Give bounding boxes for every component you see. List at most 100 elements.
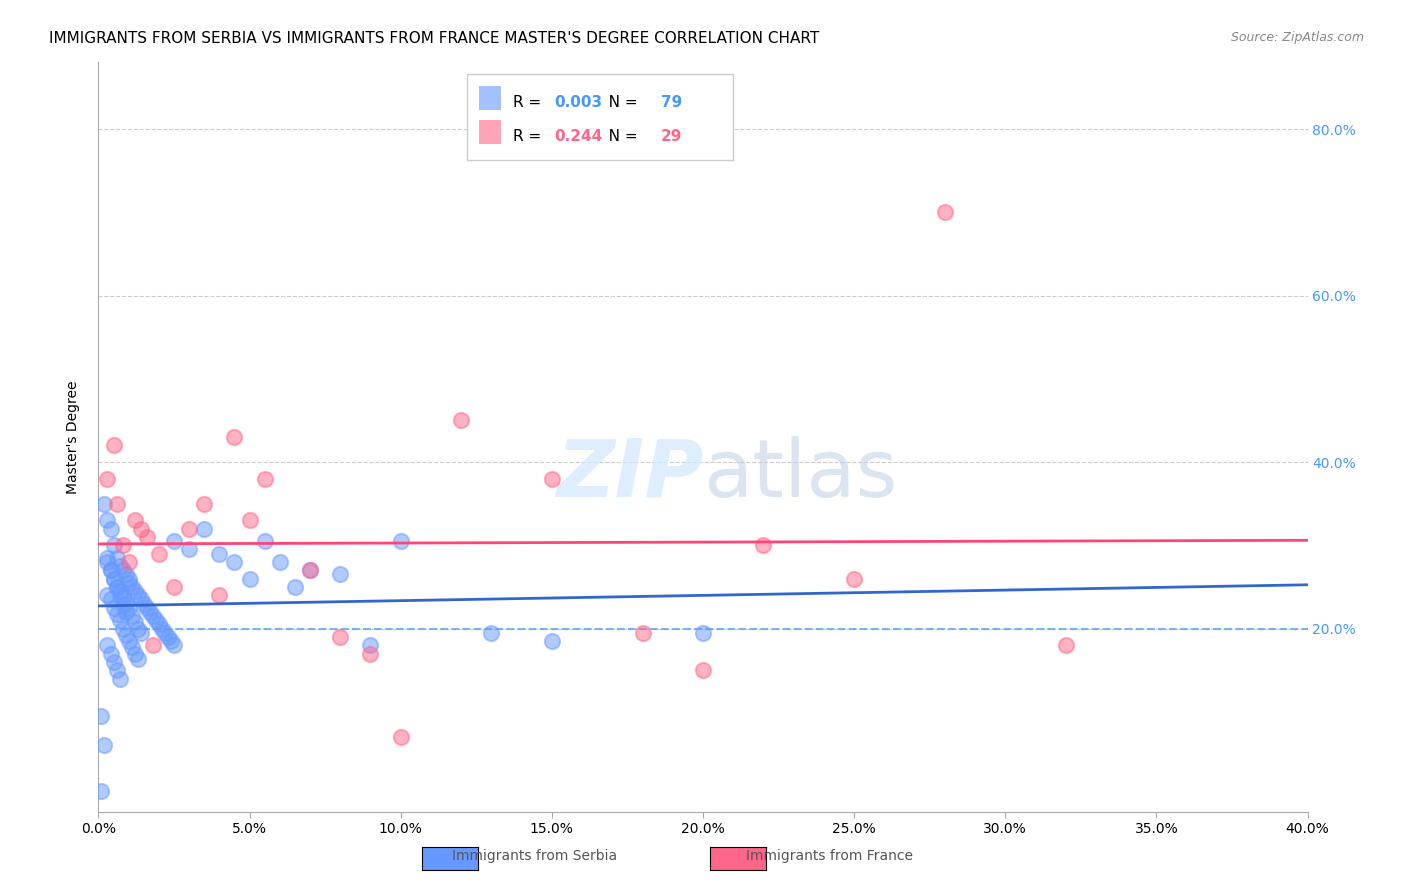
Immigrants from Serbia [114, 597, 136, 611]
Legend:  [637, 93, 648, 104]
Bar [479, 120, 501, 145]
Immigrants from Serbia [150, 622, 173, 636]
Immigrants from Serbia [208, 547, 231, 561]
Text: Immigrants from France: Immigrants from France [747, 849, 912, 863]
Text: R =: R = [513, 95, 547, 110]
Immigrants from Serbia [100, 563, 122, 577]
Immigrants from Serbia [135, 600, 157, 615]
Immigrants from Serbia [124, 584, 146, 599]
Immigrants from France [142, 638, 165, 652]
Immigrants from Serbia [284, 580, 307, 594]
Immigrants from Serbia [153, 625, 176, 640]
Immigrants from France [239, 513, 262, 527]
Immigrants from Serbia [127, 652, 149, 666]
Immigrants from France [179, 522, 201, 536]
Immigrants from Serbia [540, 634, 562, 648]
Immigrants from Serbia [96, 588, 118, 602]
Immigrants from Serbia [103, 538, 125, 552]
Text: 79: 79 [661, 95, 682, 110]
Immigrants from Serbia [329, 567, 352, 582]
Immigrants from Serbia [224, 555, 246, 569]
Immigrants from Serbia [481, 625, 503, 640]
Immigrants from Serbia [105, 663, 128, 677]
Immigrants from Serbia [163, 534, 186, 549]
Immigrants from Serbia [114, 605, 136, 619]
Immigrants from Serbia [692, 625, 714, 640]
Y-axis label: Master's Degree: Master's Degree [66, 380, 80, 494]
Text: N =: N = [595, 95, 643, 110]
Immigrants from Serbia [96, 638, 118, 652]
Immigrants from France [163, 580, 186, 594]
Immigrants from France [135, 530, 157, 544]
Immigrants from France [934, 205, 956, 219]
Immigrants from France [118, 555, 141, 569]
Immigrants from France [450, 413, 472, 427]
Immigrants from France [299, 563, 322, 577]
Immigrants from France [752, 538, 775, 552]
Immigrants from France [329, 630, 352, 644]
Immigrants from Serbia [139, 605, 162, 619]
Immigrants from Serbia [111, 597, 134, 611]
Immigrants from Serbia [299, 563, 322, 577]
Immigrants from Serbia [96, 555, 118, 569]
Immigrants from Serbia [103, 655, 125, 669]
Immigrants from Serbia [93, 497, 115, 511]
Immigrants from France [208, 588, 231, 602]
Text: ZIP: ZIP [555, 435, 703, 514]
Immigrants from Serbia [118, 600, 141, 615]
Immigrants from Serbia [105, 607, 128, 621]
Immigrants from Serbia [148, 617, 170, 632]
Immigrants from Serbia [103, 600, 125, 615]
Text: Source: ZipAtlas.com: Source: ZipAtlas.com [1230, 31, 1364, 45]
Immigrants from Serbia [239, 572, 262, 586]
Immigrants from France [103, 438, 125, 452]
Immigrants from Serbia [179, 542, 201, 557]
Immigrants from Serbia [132, 597, 155, 611]
Immigrants from France [148, 547, 170, 561]
Immigrants from Serbia [108, 559, 131, 574]
Immigrants from Serbia [96, 513, 118, 527]
Immigrants from Serbia [360, 638, 382, 652]
Immigrants from Serbia [108, 613, 131, 627]
Immigrants from Serbia [103, 572, 125, 586]
Immigrants from Serbia [142, 609, 165, 624]
Immigrants from Serbia [103, 572, 125, 586]
Immigrants from Serbia [96, 550, 118, 565]
Immigrants from Serbia [111, 563, 134, 577]
Text: N =: N = [595, 129, 643, 145]
Immigrants from Serbia [121, 640, 143, 654]
Immigrants from Serbia [108, 672, 131, 686]
Immigrants from Serbia [93, 738, 115, 752]
Immigrants from France [540, 472, 562, 486]
Immigrants from Serbia [90, 784, 112, 798]
Text: R =: R = [513, 129, 547, 145]
Immigrants from Serbia [145, 613, 167, 627]
Text: Immigrants from Serbia: Immigrants from Serbia [451, 849, 617, 863]
Immigrants from Serbia [269, 555, 291, 569]
Immigrants from France [129, 522, 152, 536]
Immigrants from Serbia [160, 634, 183, 648]
Immigrants from Serbia [127, 588, 149, 602]
Immigrants from France [253, 472, 276, 486]
FancyBboxPatch shape [467, 74, 734, 160]
Immigrants from Serbia [105, 580, 128, 594]
Immigrants from Serbia [129, 592, 152, 607]
Immigrants from France [360, 647, 382, 661]
Immigrants from Serbia [193, 522, 215, 536]
Immigrants from France [631, 625, 654, 640]
Immigrants from Serbia [389, 534, 412, 549]
Immigrants from Serbia [114, 628, 136, 642]
Immigrants from Serbia [111, 622, 134, 636]
Immigrants from France [1054, 638, 1077, 652]
Immigrants from Serbia [105, 580, 128, 594]
Immigrants from Serbia [129, 625, 152, 640]
Immigrants from Serbia [111, 590, 134, 604]
Immigrants from France [124, 513, 146, 527]
Bar [479, 86, 501, 110]
Immigrants from France [224, 430, 246, 444]
Immigrants from Serbia [118, 572, 141, 586]
Immigrants from Serbia [118, 575, 141, 590]
Immigrants from Serbia [156, 630, 179, 644]
Immigrants from Serbia [124, 647, 146, 661]
Immigrants from France [96, 472, 118, 486]
